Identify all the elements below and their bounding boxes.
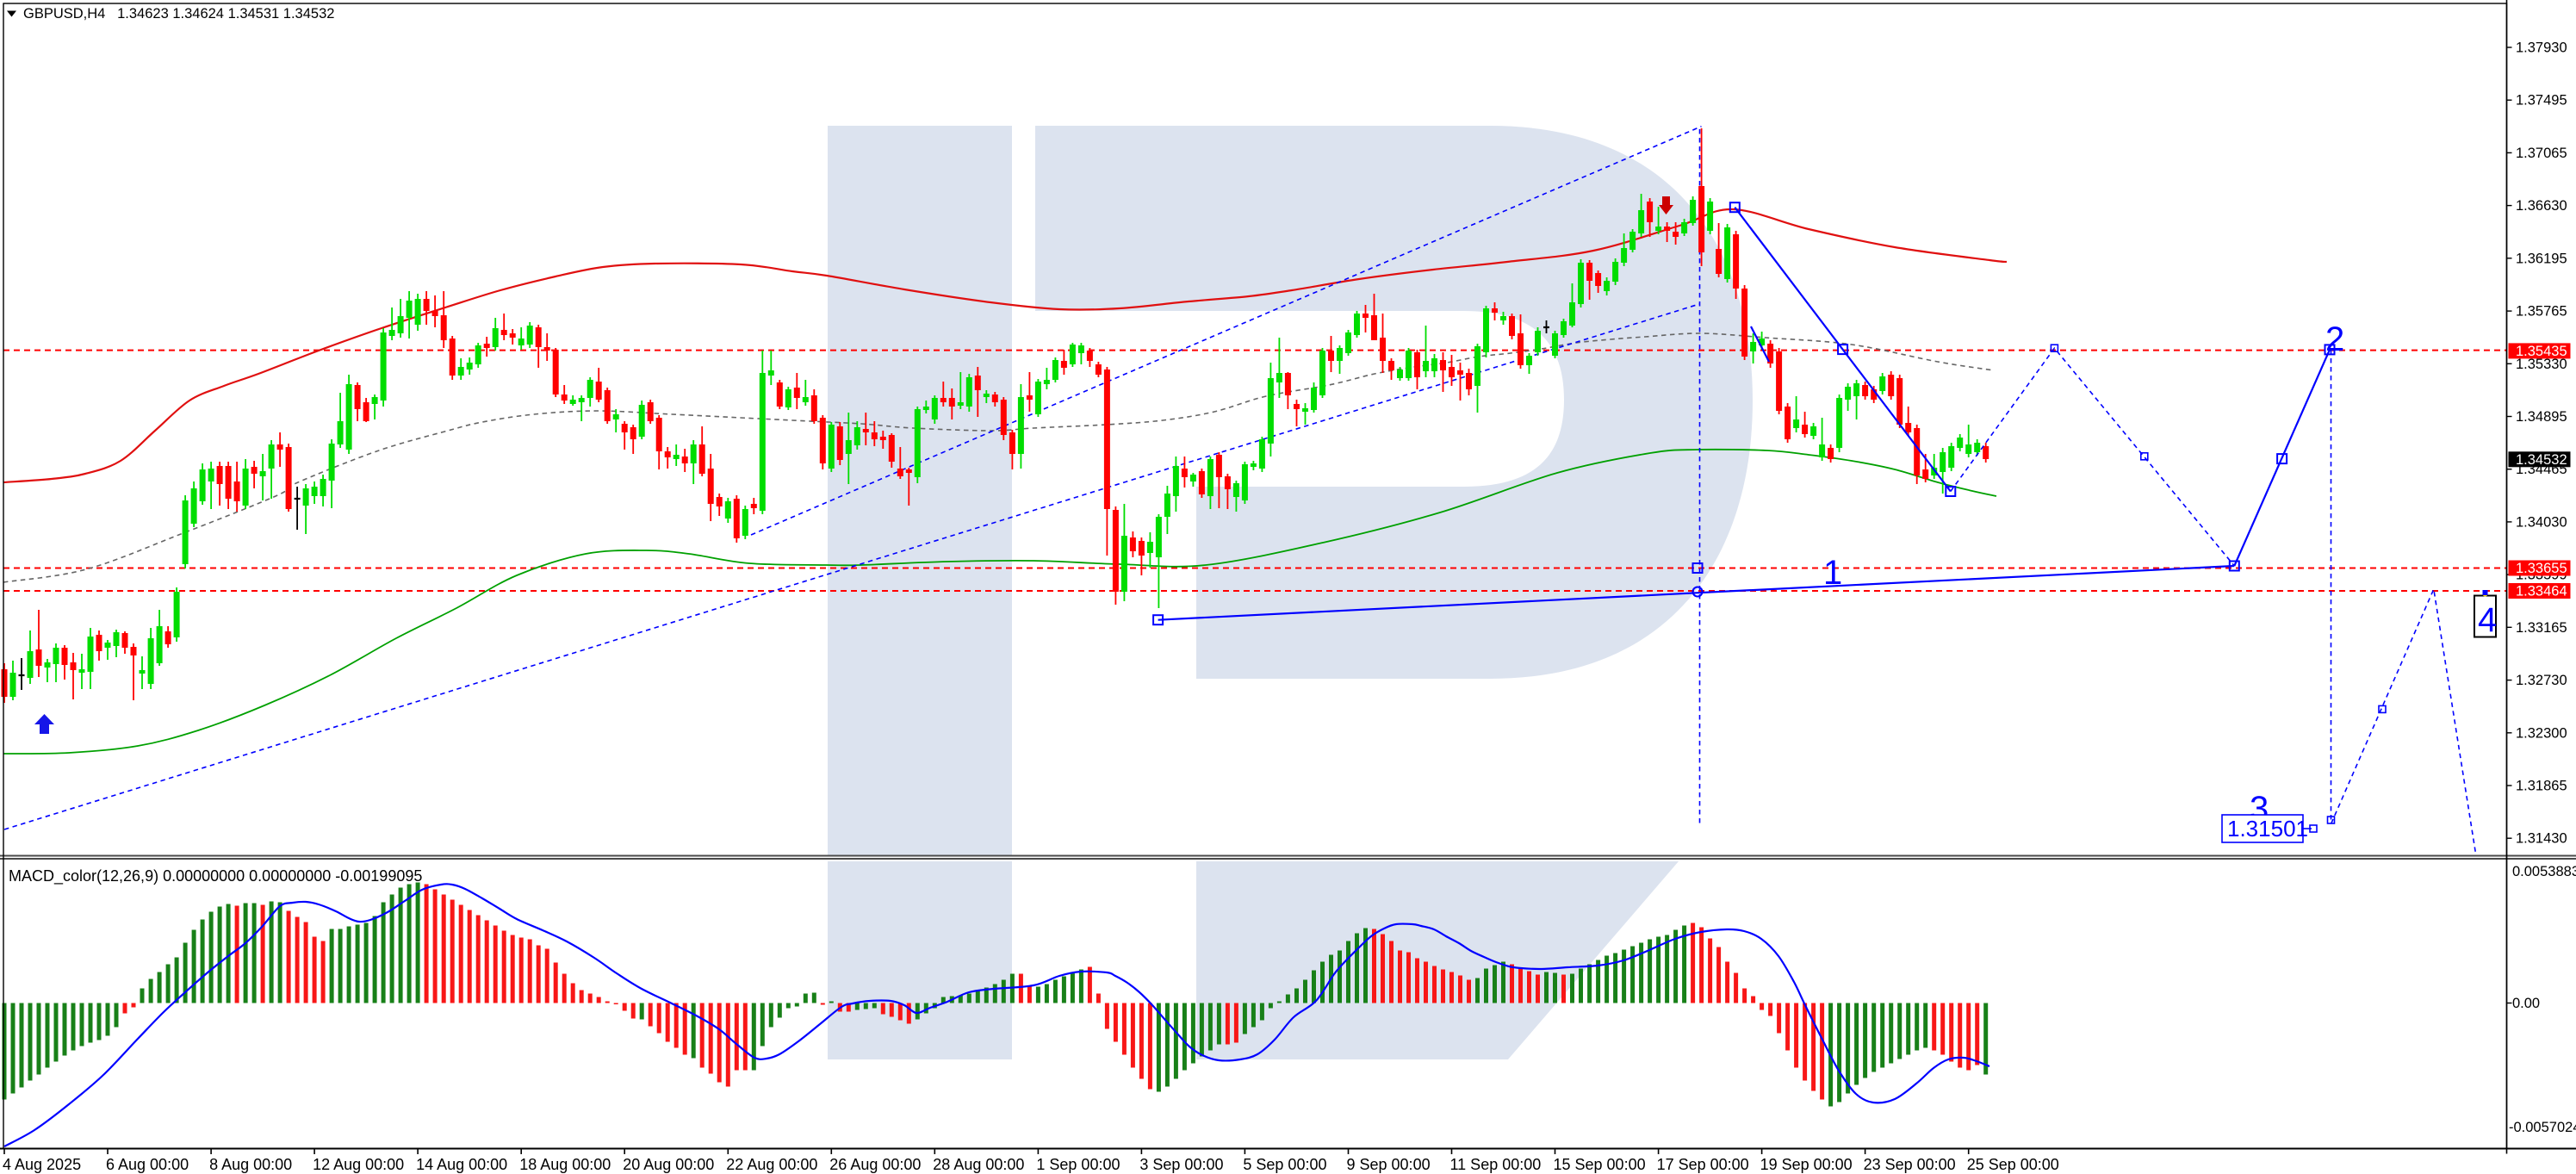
- svg-text:1.37495: 1.37495: [2516, 93, 2567, 109]
- svg-text:22 Aug 00:00: 22 Aug 00:00: [726, 1156, 817, 1173]
- svg-text:20 Aug 00:00: 20 Aug 00:00: [623, 1156, 714, 1173]
- svg-text:1.33464: 1.33464: [2516, 584, 2567, 599]
- svg-text:1.34532: 1.34532: [2516, 452, 2567, 468]
- svg-text:15 Sep 00:00: 15 Sep 00:00: [1554, 1156, 1646, 1173]
- svg-text:0.00: 0.00: [2512, 996, 2540, 1011]
- svg-text:26 Aug 00:00: 26 Aug 00:00: [829, 1156, 921, 1173]
- svg-text:12 Aug 00:00: 12 Aug 00:00: [313, 1156, 404, 1173]
- svg-text:23 Sep 00:00: 23 Sep 00:00: [1864, 1156, 1956, 1173]
- svg-text:1.35435: 1.35435: [2516, 344, 2567, 359]
- svg-text:1.33655: 1.33655: [2516, 561, 2567, 576]
- svg-text:1.31430: 1.31430: [2516, 831, 2567, 847]
- svg-text:GBPUSD,H4 1.34623 1.34624 1.: GBPUSD,H4 1.34623 1.34624 1.34531 1.3453…: [23, 6, 334, 22]
- svg-text:18 Aug 00:00: 18 Aug 00:00: [519, 1156, 611, 1173]
- svg-text:19 Sep 00:00: 19 Sep 00:00: [1760, 1156, 1853, 1173]
- svg-text:4 Aug 2025: 4 Aug 2025: [3, 1156, 81, 1173]
- svg-text:1.32300: 1.32300: [2516, 725, 2567, 741]
- svg-text:1.37930: 1.37930: [2516, 40, 2567, 56]
- svg-text:1.33165: 1.33165: [2516, 620, 2567, 636]
- svg-text:1.34030: 1.34030: [2516, 514, 2567, 530]
- svg-text:1.31865: 1.31865: [2516, 779, 2567, 794]
- svg-text:17 Sep 00:00: 17 Sep 00:00: [1657, 1156, 1749, 1173]
- svg-text:1: 1: [1823, 554, 1842, 592]
- svg-text:1.35330: 1.35330: [2516, 357, 2567, 372]
- svg-text:MACD_color(12,26,9) 0.00000000: MACD_color(12,26,9) 0.00000000 0.0000000…: [9, 867, 422, 885]
- svg-text:1.36195: 1.36195: [2516, 251, 2567, 266]
- svg-text:14 Aug 00:00: 14 Aug 00:00: [416, 1156, 507, 1173]
- svg-text:6 Aug 00:00: 6 Aug 00:00: [106, 1156, 189, 1173]
- svg-text:3 Sep 00:00: 3 Sep 00:00: [1139, 1156, 1223, 1173]
- svg-text:2: 2: [2325, 320, 2344, 358]
- svg-text:11 Sep 00:00: 11 Sep 00:00: [1450, 1156, 1542, 1173]
- svg-text:-0.0057024: -0.0057024: [2509, 1120, 2576, 1135]
- svg-text:5 Sep 00:00: 5 Sep 00:00: [1243, 1156, 1326, 1173]
- svg-text:1.34895: 1.34895: [2516, 409, 2567, 425]
- svg-text:8 Aug 00:00: 8 Aug 00:00: [209, 1156, 292, 1173]
- svg-text:1.36630: 1.36630: [2516, 198, 2567, 214]
- svg-text:0.0053883: 0.0053883: [2512, 864, 2576, 879]
- svg-text:9 Sep 00:00: 9 Sep 00:00: [1347, 1156, 1431, 1173]
- svg-text:28 Aug 00:00: 28 Aug 00:00: [933, 1156, 1024, 1173]
- svg-text:4: 4: [2478, 601, 2497, 639]
- svg-text:1.35765: 1.35765: [2516, 304, 2567, 320]
- svg-text:1.31501: 1.31501: [2227, 816, 2308, 842]
- svg-text:1.32730: 1.32730: [2516, 673, 2567, 688]
- svg-text:25 Sep 00:00: 25 Sep 00:00: [1967, 1156, 2059, 1173]
- svg-text:1 Sep 00:00: 1 Sep 00:00: [1036, 1156, 1120, 1173]
- svg-text:1.37065: 1.37065: [2516, 146, 2567, 161]
